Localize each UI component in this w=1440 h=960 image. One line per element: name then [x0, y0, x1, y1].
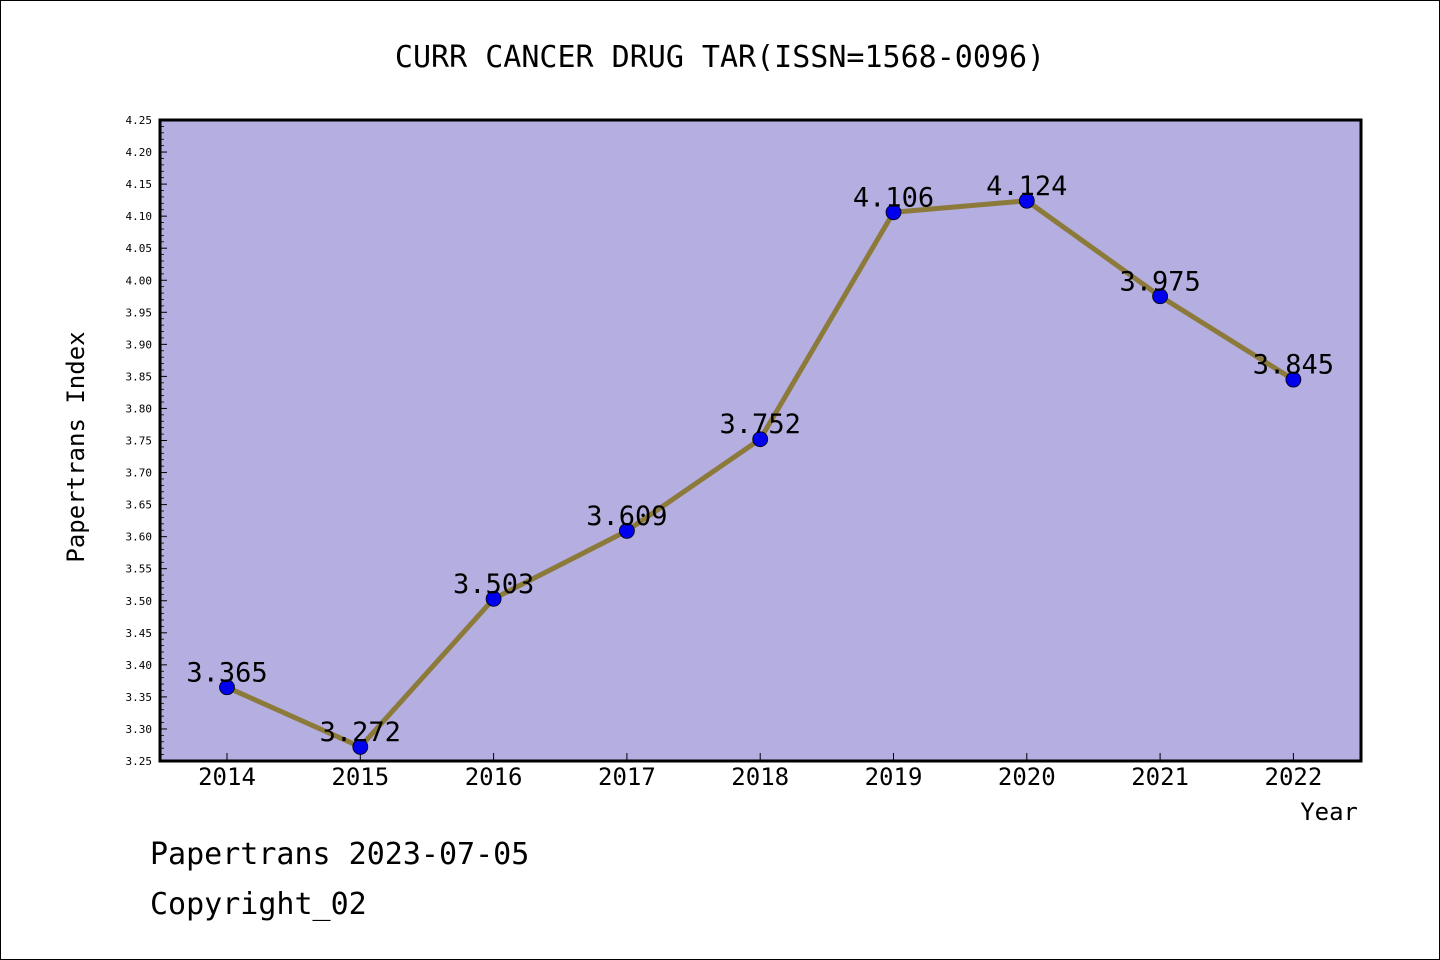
data-point — [1285, 371, 1302, 388]
data-points — [219, 192, 1302, 755]
y-tick-label: 3.50 — [126, 595, 153, 608]
data-point — [219, 679, 235, 696]
data-label: 3.752 — [720, 409, 801, 440]
y-tick-label: 3.55 — [126, 563, 153, 576]
y-tick-label: 3.65 — [126, 499, 153, 512]
x-tick-label: 2015 — [331, 763, 389, 791]
y-tick-label: 3.30 — [126, 723, 153, 736]
y-tick-label: 3.85 — [126, 370, 153, 383]
data-label: 3.272 — [320, 717, 401, 748]
data-label: 4.124 — [986, 171, 1067, 202]
y-tick-label: 3.35 — [126, 691, 153, 704]
y-tick-label: 3.95 — [126, 306, 153, 319]
x-tick-label: 2016 — [465, 763, 523, 791]
data-label: 3.845 — [1253, 350, 1334, 381]
footer-date-line: Papertrans 2023-07-05 — [150, 837, 529, 872]
data-label: 3.503 — [453, 569, 534, 600]
x-tick-label: 2021 — [1131, 763, 1189, 791]
y-tick-label: 4.20 — [126, 146, 153, 159]
x-tick-label: 2019 — [865, 763, 923, 791]
data-labels: 3.365 3.272 3.503 3.609 3.752 4.106 4.124 3.975… — [186, 171, 1334, 748]
y-tick-label: 3.60 — [126, 531, 153, 544]
x-tick-label: 2018 — [731, 763, 789, 791]
data-point — [1018, 192, 1035, 209]
y-tick-label: 3.40 — [126, 659, 153, 672]
y-tick-label: 3.75 — [126, 435, 153, 448]
y-tick-label: 3.90 — [126, 338, 153, 351]
x-tick-label: 2020 — [998, 763, 1056, 791]
data-point — [885, 204, 902, 221]
data-label: 3.609 — [586, 501, 667, 532]
y-tick-label: 4.05 — [126, 242, 153, 255]
y-tick-label: 4.00 — [126, 274, 153, 287]
y-axis-ticks: 3.25 3.30 3.35 3.40 3.45 3.50 3.55 3.60 3.65 3.70… — [126, 114, 167, 768]
data-point — [352, 738, 369, 755]
data-label: 3.365 — [186, 657, 267, 688]
y-axis-label: Papertrans Index — [62, 331, 90, 562]
y-tick-label: 3.45 — [126, 627, 153, 640]
x-axis-label: Year — [1300, 798, 1358, 826]
data-label: 3.975 — [1119, 266, 1200, 297]
data-point — [1152, 288, 1168, 305]
x-tick-label: 2022 — [1265, 763, 1323, 791]
y-tick-label: 3.70 — [126, 467, 153, 480]
x-tick-label: 2014 — [198, 763, 256, 791]
x-tick-label: 2017 — [598, 763, 656, 791]
y-tick-label: 4.15 — [126, 178, 153, 191]
footer-copyright-line: Copyright_02 — [150, 887, 367, 922]
y-tick-label: 4.25 — [126, 114, 153, 127]
data-point — [752, 431, 769, 448]
chart-title: CURR CANCER DRUG TAR(ISSN=1568-0096) — [395, 40, 1045, 75]
x-axis-ticks: 2014 2015 2016 2017 2018 2019 2020 2021 2022 — [198, 753, 1322, 791]
y-tick-label: 4.10 — [126, 210, 153, 223]
data-label: 4.106 — [853, 182, 934, 213]
y-tick-label: 3.25 — [126, 755, 153, 768]
data-point — [485, 590, 502, 607]
y-tick-label: 3.80 — [126, 402, 153, 415]
data-point — [619, 522, 635, 539]
